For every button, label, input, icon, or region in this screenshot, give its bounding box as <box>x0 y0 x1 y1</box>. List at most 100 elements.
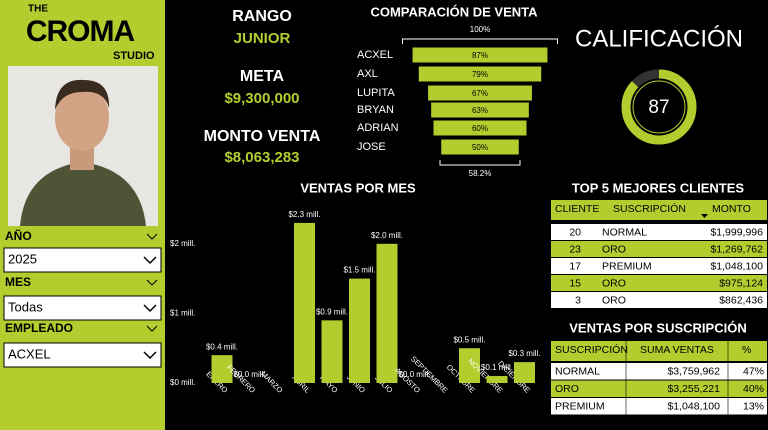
table-header-cell: CLIENTE <box>555 203 599 215</box>
slicer-box[interactable] <box>3 295 162 321</box>
table-header <box>551 200 767 220</box>
funnel-bar <box>431 102 529 118</box>
bar <box>321 320 343 383</box>
table-cell: ORO <box>602 294 626 306</box>
gauge-arc <box>621 69 697 145</box>
y-tick-label: $0 mill. <box>170 378 195 387</box>
table-header-cell: SUSCRIPCIÓN <box>555 343 628 356</box>
table-cell: PREMIUM <box>602 260 652 272</box>
score-value: 87 <box>648 97 669 118</box>
table-row <box>551 292 767 308</box>
slicer-box[interactable] <box>3 247 162 273</box>
logo-studio: STUDIO <box>113 50 155 62</box>
table-row <box>551 275 767 291</box>
funnel-top-label: 100% <box>470 25 490 34</box>
slicer-label: AÑO <box>5 228 32 243</box>
table-cell: ORO <box>602 277 626 289</box>
slicer-collapse <box>146 279 158 286</box>
logo-croma: CROMA <box>26 15 135 48</box>
slicer-value: Todas <box>8 299 43 314</box>
table-header <box>551 341 767 361</box>
table-cell: $975,124 <box>719 277 763 289</box>
bar-value-label: $0.5 mill. <box>453 335 485 344</box>
table-cell: $1,048,100 <box>710 260 763 272</box>
bar-value-label: $0.0 mill. <box>233 370 265 379</box>
table-title: VENTAS POR SUSCRIPCIÓN <box>569 320 746 335</box>
bar-value-label: $1.5 mill. <box>343 266 375 275</box>
table-header-cell: % <box>742 344 751 356</box>
funnel-category: JOSE <box>357 141 386 153</box>
table-row <box>551 398 767 415</box>
table-cell: 23 <box>569 243 581 255</box>
bar <box>294 222 315 383</box>
table-row <box>551 363 767 380</box>
funnel-value-label: 50% <box>472 143 488 152</box>
bar-value-label: $0.3 mill. <box>508 349 540 358</box>
table-cell: $3,255,221 <box>667 383 720 395</box>
gauge-inner <box>632 80 686 134</box>
table-cell: 47% <box>743 366 764 378</box>
funnel-value-label: 67% <box>472 89 488 98</box>
bar <box>349 278 370 383</box>
funnel-top-bracket <box>402 38 558 44</box>
funnel-value-label: 79% <box>472 70 488 79</box>
slicer-collapse <box>146 233 158 240</box>
table-row <box>551 380 767 397</box>
table-cell: 3 <box>575 294 581 306</box>
table-row <box>551 258 767 274</box>
funnel-category: LUPITA <box>357 87 395 99</box>
score-title: CALIFICACIÓN <box>575 25 743 52</box>
funnel-bar <box>428 85 532 101</box>
photo <box>8 66 158 226</box>
bar-value-label: $0.9 mill. <box>316 307 348 316</box>
logo-the: THE <box>28 4 48 15</box>
slicer-box[interactable] <box>3 342 162 368</box>
table-title: TOP 5 MEJORES CLIENTES <box>572 180 745 195</box>
funnel-bar <box>441 139 519 155</box>
table-row <box>551 241 767 257</box>
funnel-title: COMPARACIÓN DE VENTA <box>370 4 538 19</box>
funnel-category: ADRIAN <box>357 122 399 134</box>
table-cell: NORMAL <box>555 366 600 378</box>
bar-value-label: $0.0 mill. <box>398 370 430 379</box>
slicer-chevron <box>143 256 157 265</box>
funnel-bar <box>433 120 527 136</box>
rango-label: RANGO <box>232 8 292 25</box>
table-cell: $862,436 <box>719 294 763 306</box>
bar-value-label: $2.0 mill. <box>371 231 403 240</box>
table-cell: 15 <box>569 277 581 289</box>
y-tick-label: $2 mill. <box>170 239 195 248</box>
table-cell: $1,999,996 <box>710 226 763 238</box>
slicer-value: ACXEL <box>8 346 51 361</box>
table-header-cell: SUSCRIPCIÓN <box>613 202 686 215</box>
monto-label: MONTO VENTA <box>204 128 321 145</box>
funnel-value-label: 63% <box>472 106 488 115</box>
bar <box>211 355 233 383</box>
table-cell: ORO <box>602 243 626 255</box>
table-cell: $1,048,100 <box>667 401 720 413</box>
slicer-label: MES <box>5 275 31 289</box>
table-cell: 17 <box>569 260 581 272</box>
funnel-value-label: 87% <box>472 51 488 60</box>
table-header-cell: MONTO <box>712 203 751 215</box>
bar <box>486 376 508 383</box>
funnel-category: BRYAN <box>357 104 394 116</box>
table-cell: ORO <box>555 383 579 395</box>
funnel-category: AXL <box>357 68 378 80</box>
bar-value-label: $0.4 mill. <box>206 342 238 351</box>
table-row <box>551 224 767 240</box>
bar-title: VENTAS POR MES <box>300 180 416 195</box>
bar <box>514 362 535 383</box>
funnel-category: ACXEL <box>357 49 393 61</box>
y-tick-label: $1 mill. <box>170 309 195 318</box>
bar-value-label: $0.1 mill. <box>481 363 513 372</box>
slicer-chevron <box>143 351 157 360</box>
slicer-collapse <box>146 325 158 332</box>
bar-value-label: $2.3 mill. <box>288 210 320 219</box>
slicer-chevron <box>143 304 157 313</box>
meta-label: META <box>240 68 285 85</box>
table-cell: NORMAL <box>602 226 647 238</box>
funnel-bottom-bracket <box>439 160 521 166</box>
monto-value: $8,063,283 <box>224 149 299 166</box>
